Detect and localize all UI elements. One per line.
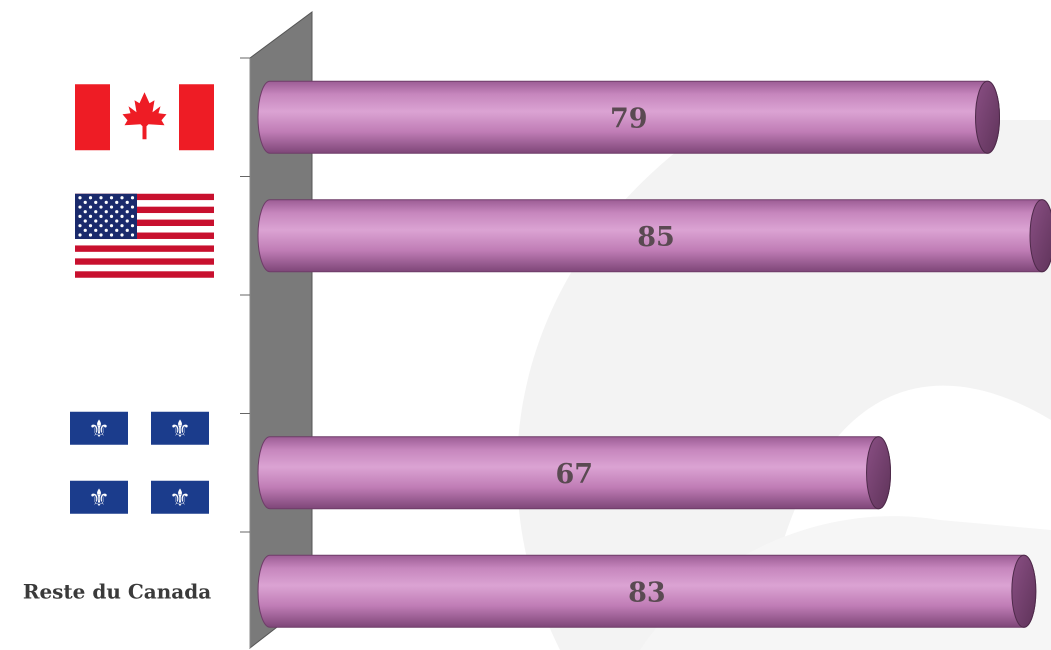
bar <box>257 199 1051 273</box>
bar-cap <box>975 80 1001 154</box>
data-label: 67 <box>555 459 593 490</box>
svg-text:⚜: ⚜ <box>169 484 191 512</box>
data-label: 79 <box>610 103 648 134</box>
canada-flag-icon <box>75 84 214 151</box>
svg-text:⚜: ⚜ <box>169 415 191 443</box>
data-label: 83 <box>628 577 666 608</box>
bar <box>257 554 1037 628</box>
bar-cap <box>866 436 892 510</box>
svg-text:⚜: ⚜ <box>88 415 110 443</box>
bar <box>257 80 1001 154</box>
data-label: 85 <box>637 222 675 253</box>
svg-text:⚜: ⚜ <box>88 484 110 512</box>
usa-flag-icon <box>75 193 214 278</box>
bar-cap <box>1029 199 1051 273</box>
bar <box>257 436 892 510</box>
bar-cap <box>1011 554 1037 628</box>
quebec-flag-icon: ⚜ ⚜ ⚜ ⚜ <box>70 411 209 514</box>
category-label: Reste du Canada <box>23 579 211 603</box>
